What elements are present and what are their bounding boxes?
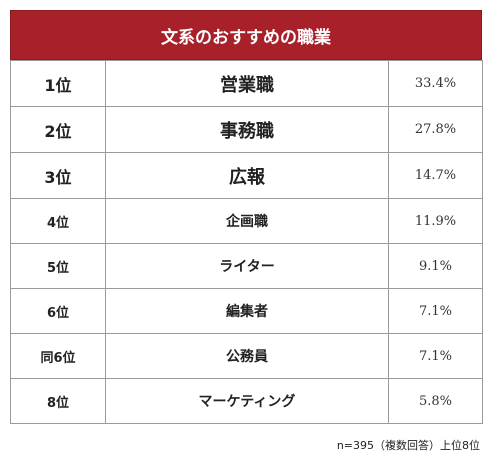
table-row: 4位 企画職 11.9% [10,198,483,244]
job-cell: 編集者 [105,288,389,334]
sample-size-footnote: n=395（複数回答）上位8位 [336,439,480,452]
job-cell: ライター [105,243,389,289]
table-row: 2位 事務職 27.8% [10,106,483,153]
percent-cell: 33.4% [388,60,483,107]
job-cell: 広報 [105,152,389,199]
percent-cell: 14.7% [388,152,483,199]
table-row: 1位 営業職 33.4% [10,60,483,107]
table-title: 文系のおすすめの職業 [10,10,482,60]
rank-cell: 同6位 [10,333,106,379]
ranking-table-container: 文系のおすすめの職業 1位 営業職 33.4% 2位 事務職 27.8% 3位 … [10,10,483,424]
rank-cell: 5位 [10,243,106,289]
rank-cell: 2位 [10,106,106,153]
ranking-table: 1位 営業職 33.4% 2位 事務職 27.8% 3位 広報 14.7% 4位… [10,60,483,424]
percent-cell: 9.1% [388,243,483,289]
percent-cell: 27.8% [388,106,483,153]
table-row: 3位 広報 14.7% [10,152,483,199]
job-cell: 企画職 [105,198,389,244]
rank-cell: 3位 [10,152,106,199]
table-row: 同6位 公務員 7.1% [10,333,483,379]
table-row: 5位 ライター 9.1% [10,243,483,289]
percent-cell: 7.1% [388,288,483,334]
rank-cell: 4位 [10,198,106,244]
percent-cell: 11.9% [388,198,483,244]
job-cell: 営業職 [105,60,389,107]
job-cell: マーケティング [105,378,389,424]
table-row: 8位 マーケティング 5.8% [10,378,483,424]
rank-cell: 1位 [10,60,106,107]
rank-cell: 6位 [10,288,106,334]
percent-cell: 5.8% [388,378,483,424]
rank-cell: 8位 [10,378,106,424]
job-cell: 公務員 [105,333,389,379]
table-row: 6位 編集者 7.1% [10,288,483,334]
percent-cell: 7.1% [388,333,483,379]
job-cell: 事務職 [105,106,389,153]
